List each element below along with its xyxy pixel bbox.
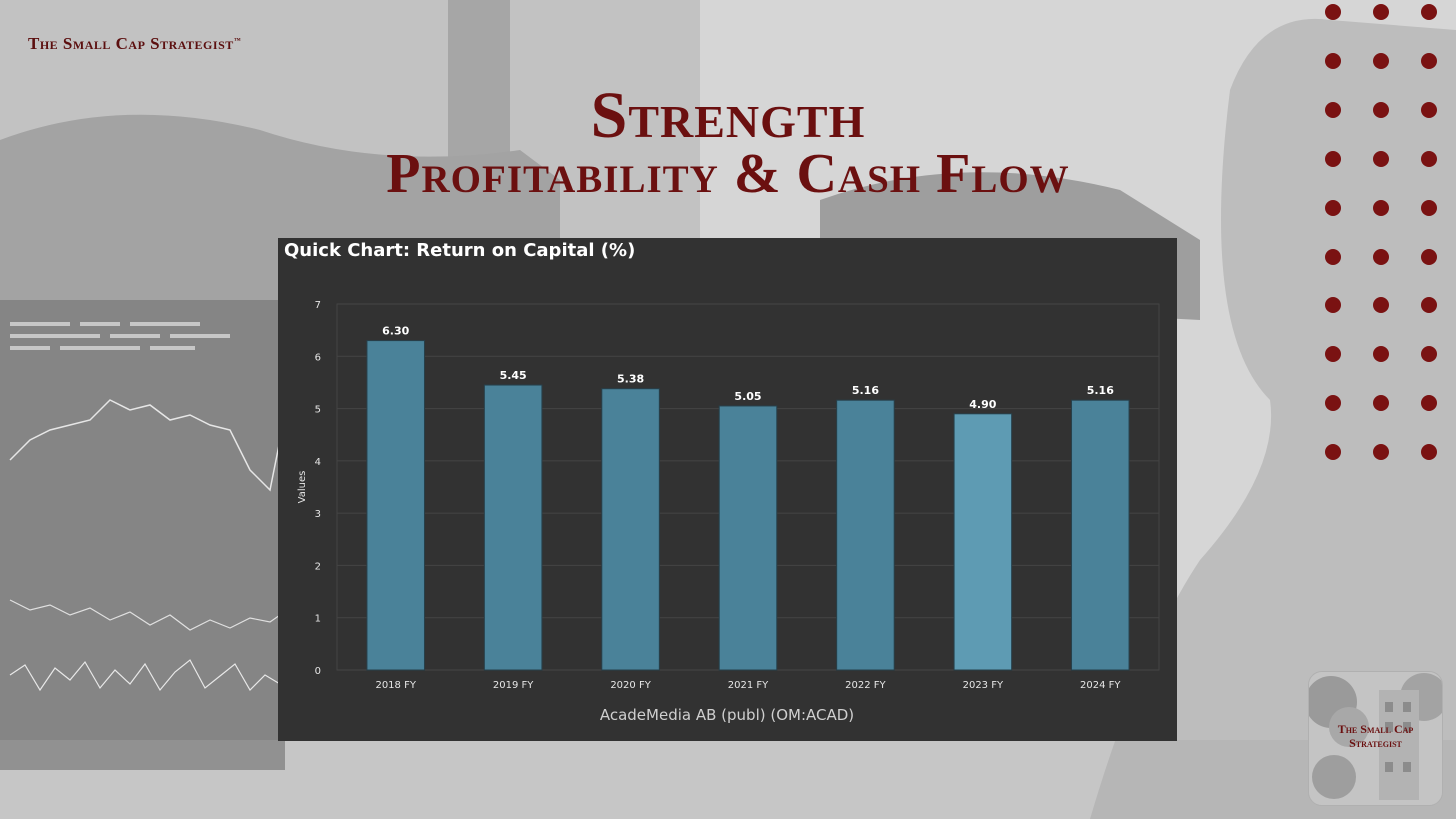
decorative-dot	[1373, 346, 1389, 363]
decorative-dot	[1421, 248, 1437, 265]
chart-panel: 0 1 2 3 4 5 6 7 6.30 2018 FY 5.45 2019 FY 5.38 2020 F…	[278, 238, 1177, 741]
decorative-dot	[1325, 199, 1341, 216]
building-illustration	[1309, 672, 1442, 805]
chart-title: Quick Chart: Return on Capital (%)	[284, 240, 636, 261]
page-subtitle: Profitability & Cash Flow	[386, 143, 1070, 205]
bar	[366, 340, 425, 671]
decorative-dot	[1373, 4, 1389, 20]
bar	[953, 413, 1013, 671]
page-title: Strength	[590, 79, 866, 152]
y-tick-label: 4	[315, 457, 321, 468]
decorative-dot	[1373, 150, 1389, 167]
x-tick-label: 2023 FY	[963, 680, 1004, 691]
y-tick-label: 3	[315, 509, 321, 520]
data-label: 5.16	[1087, 384, 1114, 397]
decorative-dot	[1325, 346, 1341, 363]
decorative-dot	[1421, 395, 1437, 412]
decorative-dot	[1325, 444, 1341, 461]
decorative-dot	[1421, 101, 1437, 118]
decorative-dot	[1373, 444, 1389, 461]
decorative-dot	[1421, 297, 1437, 314]
logo-badge: The Small Cap Strategist	[1308, 671, 1443, 806]
decorative-dot	[1373, 395, 1389, 412]
decorative-dot	[1421, 444, 1437, 461]
data-label: 4.90	[969, 398, 996, 411]
decorative-dot	[1373, 248, 1389, 265]
decorative-dot	[1325, 297, 1341, 314]
x-tick-label: 2019 FY	[493, 680, 534, 691]
y-tick-label: 2	[315, 561, 321, 572]
data-label: 6.30	[382, 325, 409, 338]
return-on-capital-chart: 0 1 2 3 4 5 6 7 6.30 2018 FY 5.45 2019 FY 5.38 2020 F…	[297, 300, 1160, 724]
x-axis-label: AcadeMedia AB (publ) (OM:ACAD)	[600, 706, 854, 724]
decorative-dot	[1373, 52, 1389, 69]
decorative-dot	[1421, 4, 1437, 20]
data-label: 5.05	[734, 390, 761, 403]
decorative-dot	[1421, 150, 1437, 167]
x-tick-label: 2018 FY	[375, 680, 416, 691]
bar	[718, 405, 778, 671]
y-tick-label: 0	[315, 666, 321, 677]
x-tick-label: 2021 FY	[728, 680, 769, 691]
bar	[483, 384, 543, 671]
data-label: 5.45	[500, 369, 527, 382]
decorative-dot	[1325, 248, 1341, 265]
x-tick-label: 2022 FY	[845, 680, 886, 691]
x-tick-label: 2020 FY	[610, 680, 651, 691]
y-tick-label: 5	[315, 405, 321, 416]
bar	[601, 388, 660, 671]
decorative-dot-grid	[1318, 0, 1448, 461]
decorative-dot	[1421, 52, 1437, 69]
y-axis-label: Values	[297, 471, 308, 504]
badge-label: The Small Cap Strategist	[1337, 722, 1414, 750]
decorative-dot	[1373, 101, 1389, 118]
bar	[1071, 399, 1130, 671]
decorative-dot	[1373, 297, 1389, 314]
decorative-dot	[1325, 101, 1341, 118]
y-tick-label: 1	[315, 614, 321, 625]
bar	[836, 399, 895, 671]
decorative-dot	[1325, 395, 1341, 412]
y-tick-label: 7	[315, 300, 321, 311]
decorative-dot	[1325, 150, 1341, 167]
decorative-dot	[1373, 199, 1389, 216]
decorative-dot	[1421, 199, 1437, 216]
decorative-dot	[1325, 52, 1341, 69]
brand-name: The Small Cap Strategist™	[28, 34, 242, 53]
decorative-dot	[1421, 346, 1437, 363]
y-tick-label: 6	[315, 352, 321, 363]
decorative-dot	[1325, 4, 1341, 20]
data-label: 5.16	[852, 384, 879, 397]
x-tick-label: 2024 FY	[1080, 680, 1121, 691]
data-label: 5.38	[617, 373, 644, 386]
